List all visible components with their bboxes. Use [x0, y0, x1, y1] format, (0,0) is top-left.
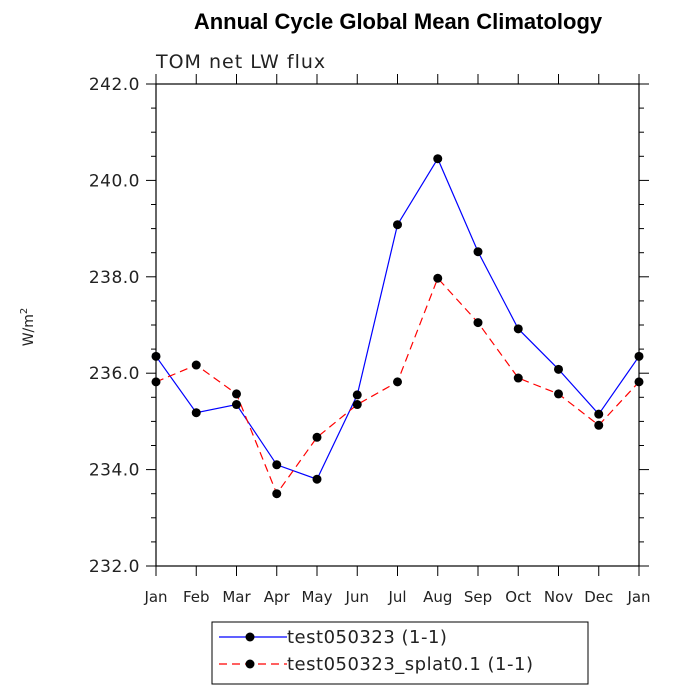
series-1-point [352, 390, 362, 400]
x-tick-label: May [301, 588, 332, 606]
series-1-point [191, 408, 201, 418]
x-tick-label: Feb [183, 588, 210, 606]
chart-subtitle: TOM net LW flux [155, 51, 326, 73]
series-1-point [554, 364, 563, 374]
x-tick-label: Jan [626, 588, 650, 606]
series-2-point [433, 273, 443, 283]
series-1-point [513, 324, 523, 334]
x-axis: Jan Feb Mar Apr May Jun Jul Aug Sep Oct Nov Dec Jan [143, 74, 651, 606]
legend-label-series-2: test050323_splat0.1 (1-1) [287, 654, 533, 675]
series-1-point [634, 351, 644, 361]
series-2-point [554, 389, 563, 399]
y-tick-label: 238.0 [89, 268, 140, 288]
series-1-point [151, 351, 161, 361]
y-tick-label: 234.0 [89, 461, 140, 481]
series-1-point [272, 460, 282, 470]
x-tick-label: Nov [544, 588, 573, 606]
y-axis-title-superscript: 2 [19, 308, 30, 314]
series-2-point [594, 420, 604, 430]
series-2-point [634, 377, 644, 387]
y-tick-label: 242.0 [89, 75, 140, 95]
series-2-point [513, 373, 523, 383]
x-tick-label: Jan [143, 588, 167, 606]
y-axis: 232.0 234.0 236.0 238.0 240.0 242.0 [89, 75, 649, 577]
x-tick-label: Sep [464, 588, 492, 606]
series-2-point [473, 318, 483, 328]
series-2-point [352, 400, 362, 410]
series-2-point [191, 360, 201, 370]
series-1-point [473, 247, 483, 257]
x-tick-label: Oct [505, 588, 531, 606]
series-2-point [232, 389, 241, 399]
legend: test050323 (1-1) test050323_splat0.1 (1-… [211, 621, 589, 685]
chart-title: Annual Cycle Global Mean Climatology [194, 9, 603, 34]
x-tick-label: Apr [264, 588, 291, 606]
series-2-point [272, 489, 282, 499]
legend-marker-series-1 [245, 632, 255, 642]
series-2-point [151, 377, 161, 387]
x-tick-label: Mar [222, 588, 251, 606]
x-tick-label: Jun [345, 588, 369, 606]
legend-label-series-1: test050323 (1-1) [287, 627, 447, 648]
series-line-1 [155, 157, 640, 480]
series-1-point [232, 400, 241, 410]
x-tick-label: Jul [387, 588, 406, 606]
plot-frame [155, 83, 640, 567]
series-layer [151, 154, 644, 499]
legend-box [211, 621, 589, 685]
y-tick-label: 232.0 [89, 557, 140, 577]
x-tick-label: Aug [423, 588, 452, 606]
y-axis-title: W/m2 [19, 308, 37, 347]
y-axis-title-text: W/m [21, 314, 37, 346]
y-tick-label: 236.0 [89, 364, 140, 384]
legend-marker-series-2 [245, 659, 255, 669]
series-1-point [393, 220, 402, 230]
x-tick-label: Dec [584, 588, 613, 606]
y-tick-label: 240.0 [89, 171, 140, 191]
svg-text:W/m2: W/m2 [19, 308, 37, 347]
series-1-point [312, 474, 322, 484]
series-1-point [433, 154, 443, 164]
series-2-point [312, 432, 322, 442]
series-1-point [594, 409, 604, 419]
series-2-point [393, 377, 402, 387]
